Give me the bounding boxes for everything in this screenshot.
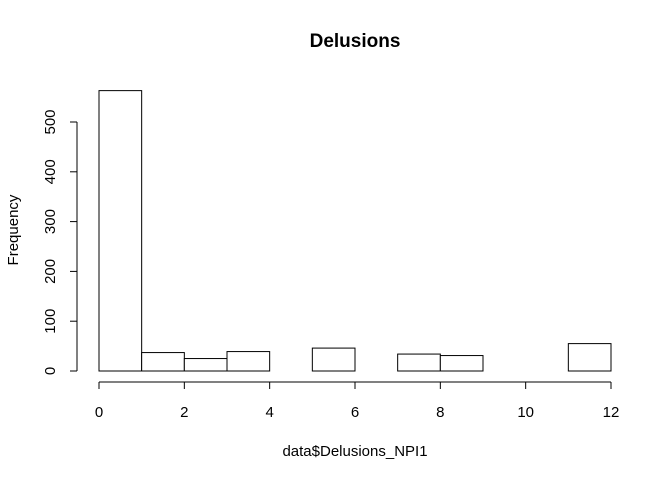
histogram-bar-11 [567, 343, 612, 372]
x-tick-label-12: 12 [603, 404, 620, 421]
histogram-bar-2 [183, 358, 228, 372]
chart-title: Delusions [310, 31, 401, 52]
x-axis: 0 2 4 6 8 10 12 [95, 381, 620, 421]
y-axis: 0 100 200 300 400 500 [42, 109, 78, 375]
y-tick-label-200: 200 [42, 259, 59, 284]
x-tick-label-0: 0 [95, 404, 103, 421]
y-tick-label-300: 300 [42, 209, 59, 234]
x-tick-label-10: 10 [517, 404, 534, 421]
histogram-bar-0 [98, 90, 143, 372]
x-tick-label-4: 4 [265, 404, 273, 421]
y-tick-label-0: 0 [42, 367, 59, 375]
y-tick-label-100: 100 [42, 309, 59, 334]
x-tick-label-6: 6 [351, 404, 359, 421]
histogram-bar-3 [226, 351, 271, 372]
y-tick-label-400: 400 [42, 159, 59, 184]
histogram-bar-1 [141, 352, 185, 372]
histogram-bar-8 [439, 355, 484, 372]
y-tick-label-500: 500 [42, 109, 59, 134]
x-axis-label: data$Delusions_NPI1 [282, 443, 427, 460]
x-tick-label-8: 8 [436, 404, 444, 421]
x-tick-label-2: 2 [180, 404, 188, 421]
histogram-bar-7 [397, 353, 441, 372]
histogram-bars [98, 90, 612, 372]
y-axis-label: Frequency [5, 194, 22, 265]
histogram-bar-5 [311, 347, 356, 372]
